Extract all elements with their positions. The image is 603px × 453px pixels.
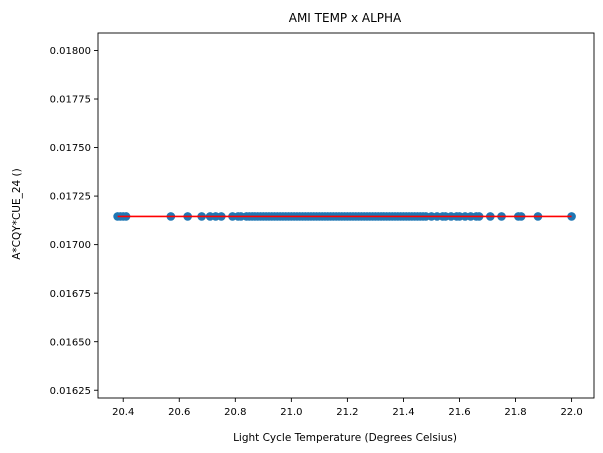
y-tick-label: 0.01675 (50, 289, 91, 300)
x-axis-label: Light Cycle Temperature (Degrees Celsius… (233, 432, 457, 444)
y-tick-label: 0.01800 (50, 46, 91, 57)
plot-frame (97, 32, 595, 399)
x-tick-label: 22.0 (560, 407, 582, 418)
y-tick-label: 0.01700 (50, 240, 91, 251)
y-tick-label: 0.01750 (50, 143, 91, 154)
x-tick-label: 20.4 (112, 407, 134, 418)
chart-title: AMI TEMP x ALPHA (289, 11, 402, 25)
x-tick-label: 20.6 (168, 407, 190, 418)
x-tick-label: 21.2 (336, 407, 358, 418)
axes: 20.4 20.6 20.8 21.0 21.2 21.4 21.6 21.8 22.0 0.01… (50, 46, 583, 418)
y-tick-label: 0.01775 (50, 95, 91, 106)
y-axis-label: A*CQY*CUE_24 () (11, 168, 23, 260)
plot-area (97, 32, 595, 399)
y-tick-label: 0.01625 (50, 386, 91, 397)
x-tick-label: 21.8 (504, 407, 526, 418)
x-tick-label: 21.6 (448, 407, 470, 418)
y-tick-label: 0.01725 (50, 192, 91, 203)
x-tick-label: 21.0 (280, 407, 302, 418)
y-tick-label: 0.01650 (50, 337, 91, 348)
x-tick-label: 20.8 (224, 407, 246, 418)
x-tick-label: 21.4 (392, 407, 414, 418)
